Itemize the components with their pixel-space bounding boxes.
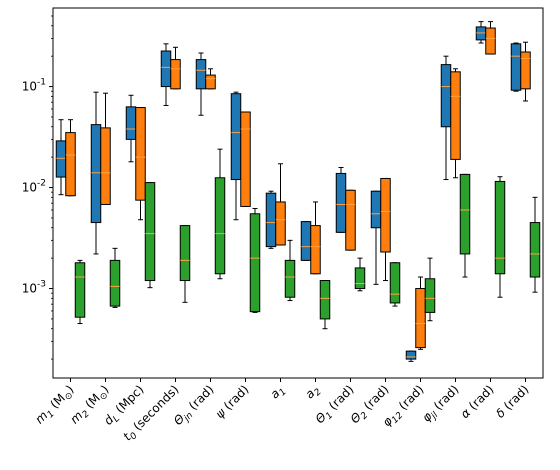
box-s0-c8 <box>335 166 347 233</box>
box-s2-c7 <box>319 280 331 330</box>
box-s0-c11 <box>440 55 452 181</box>
box-rect <box>160 50 172 88</box>
box-rect <box>284 259 296 298</box>
box-s2-c13 <box>529 196 541 293</box>
box-s0-c7 <box>300 221 312 261</box>
box-s2-c12 <box>494 176 506 298</box>
box-s2-c9 <box>389 262 401 307</box>
box-s1-c0 <box>65 119 76 197</box>
box-s1-c3 <box>170 46 181 90</box>
box-rect <box>249 213 261 313</box>
box-rect <box>529 222 541 278</box>
box-rect <box>300 221 312 261</box>
box-s1-c11 <box>450 68 461 179</box>
box-rect <box>144 182 156 282</box>
box-s2-c8 <box>354 257 366 292</box>
box-rect <box>195 59 207 90</box>
box-s1-c6 <box>275 163 286 246</box>
box-s0-c4 <box>195 52 207 116</box>
box-rect <box>335 172 347 233</box>
axes-layer: 10-310-210-1m1 (M⊙)m2 (M⊙)dL (Mpc)t0 (se… <box>22 7 544 444</box>
box-s1-c7 <box>310 201 321 275</box>
box-rect <box>510 43 522 91</box>
y-tick-label: 10-3 <box>22 280 46 296</box>
y-tick-label: 10-2 <box>22 179 46 195</box>
box-rect <box>265 192 277 248</box>
box-rect <box>179 225 191 282</box>
box-s0-c3 <box>160 43 172 106</box>
box-rect <box>125 106 137 140</box>
box-s1-c2 <box>135 107 146 221</box>
box-s2-c11 <box>459 173 471 278</box>
box-s1-c5 <box>240 111 251 207</box>
box-s2-c5 <box>249 208 261 313</box>
box-s2-c1 <box>109 247 121 308</box>
box-rect <box>310 225 321 275</box>
box-rect <box>415 288 426 349</box>
box-s2-c0 <box>74 259 86 325</box>
box-rect <box>230 93 242 181</box>
box-rect <box>354 267 366 290</box>
box-rect <box>100 127 111 205</box>
box-rect <box>520 51 531 90</box>
box-s0-c13 <box>510 42 522 92</box>
box-s2-c10 <box>424 257 436 322</box>
box-rect <box>380 177 391 253</box>
box-rect <box>240 111 251 207</box>
box-s1-c4 <box>205 68 216 90</box>
box-s2-c6 <box>284 239 296 302</box>
y-tick-label: 10-1 <box>22 78 46 94</box>
box-rect <box>485 27 496 55</box>
box-rect <box>275 201 286 246</box>
box-s1-c8 <box>345 189 356 251</box>
box-rect <box>459 173 471 255</box>
box-s1-c1 <box>100 92 111 205</box>
box-s1-c13 <box>520 41 531 102</box>
box-s1-c10 <box>415 276 426 350</box>
box-rect <box>319 280 331 320</box>
box-s1-c12 <box>485 21 496 55</box>
box-rect <box>65 132 76 197</box>
box-rect <box>109 259 121 307</box>
box-s0-c6 <box>265 190 277 249</box>
box-s2-c2 <box>144 182 156 289</box>
box-rect <box>170 59 181 90</box>
box-s1-c9 <box>380 177 391 282</box>
box-rect <box>135 107 146 201</box>
box-rect <box>74 262 86 318</box>
box-rect <box>424 278 436 313</box>
box-rect <box>90 124 102 224</box>
box-rect <box>205 74 216 90</box>
box-rect <box>440 64 452 128</box>
box-rect <box>345 189 356 251</box>
box-rect <box>214 177 226 275</box>
axes-frame <box>52 7 544 379</box>
box-s2-c4 <box>214 148 226 280</box>
box-rect <box>494 180 506 275</box>
box-rect <box>55 140 67 178</box>
boxes-layer <box>55 21 541 362</box>
box-rect <box>450 71 461 160</box>
box-s2-c3 <box>179 225 191 303</box>
box-rect <box>389 262 401 304</box>
box-s0-c10 <box>405 350 417 362</box>
box-rect <box>405 350 417 360</box>
box-rect <box>370 190 382 229</box>
